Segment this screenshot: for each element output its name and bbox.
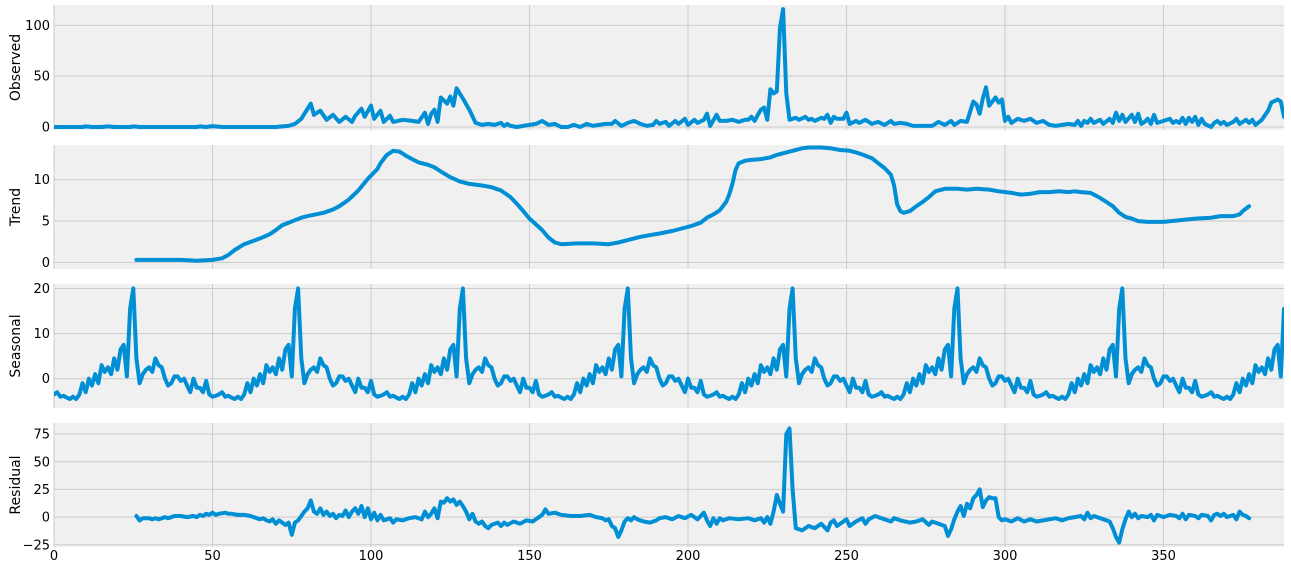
y-tick-label: 10 [33, 327, 50, 342]
x-tick-label: 150 [517, 549, 542, 564]
y-tick-label: 10 [33, 173, 50, 188]
series-line-residual [134, 426, 1252, 545]
x-tick-label: 0 [50, 549, 58, 564]
x-tick-label: 200 [676, 549, 701, 564]
x-tick-label: 300 [993, 549, 1018, 564]
x-tick-label: 350 [1151, 549, 1176, 564]
y-axis-label: Observed [8, 34, 24, 101]
y-tick-label: 100 [25, 19, 50, 34]
panel-seasonal: 0 10 20 Seasonal [8, 282, 1284, 408]
panel-background [54, 284, 1284, 408]
y-tick-label: 0 [42, 256, 50, 271]
y-tick-label: 0 [42, 372, 50, 387]
y-tick-label: 25 [33, 483, 50, 498]
y-tick-label: 50 [33, 70, 50, 85]
y-tick-label: 0 [42, 511, 50, 526]
x-tick-label: 250 [834, 549, 859, 564]
panel-background [54, 5, 1284, 130]
y-tick-label: 0 [42, 120, 50, 135]
y-tick-label: −25 [23, 538, 50, 553]
panel-trend: 0 5 10 Trend [8, 145, 1284, 271]
series-line-observed [54, 7, 1284, 129]
panel-residual: −25 0 25 50 75 Residual [8, 423, 1284, 553]
series-line-trend [134, 145, 1252, 263]
series-line-seasonal [54, 286, 1284, 401]
x-tick-label: 50 [204, 549, 221, 564]
x-tick-label: 100 [359, 549, 384, 564]
y-axis-label: Trend [8, 188, 24, 227]
panel-background [54, 423, 1284, 547]
y-tick-label: 50 [33, 455, 50, 470]
y-axis-label: Residual [8, 455, 24, 514]
y-tick-label: 20 [33, 282, 50, 297]
y-tick-label: 5 [42, 215, 50, 230]
y-tick-label: 75 [33, 428, 50, 443]
panel-background [54, 145, 1284, 269]
y-axis-label: Seasonal [8, 314, 24, 377]
